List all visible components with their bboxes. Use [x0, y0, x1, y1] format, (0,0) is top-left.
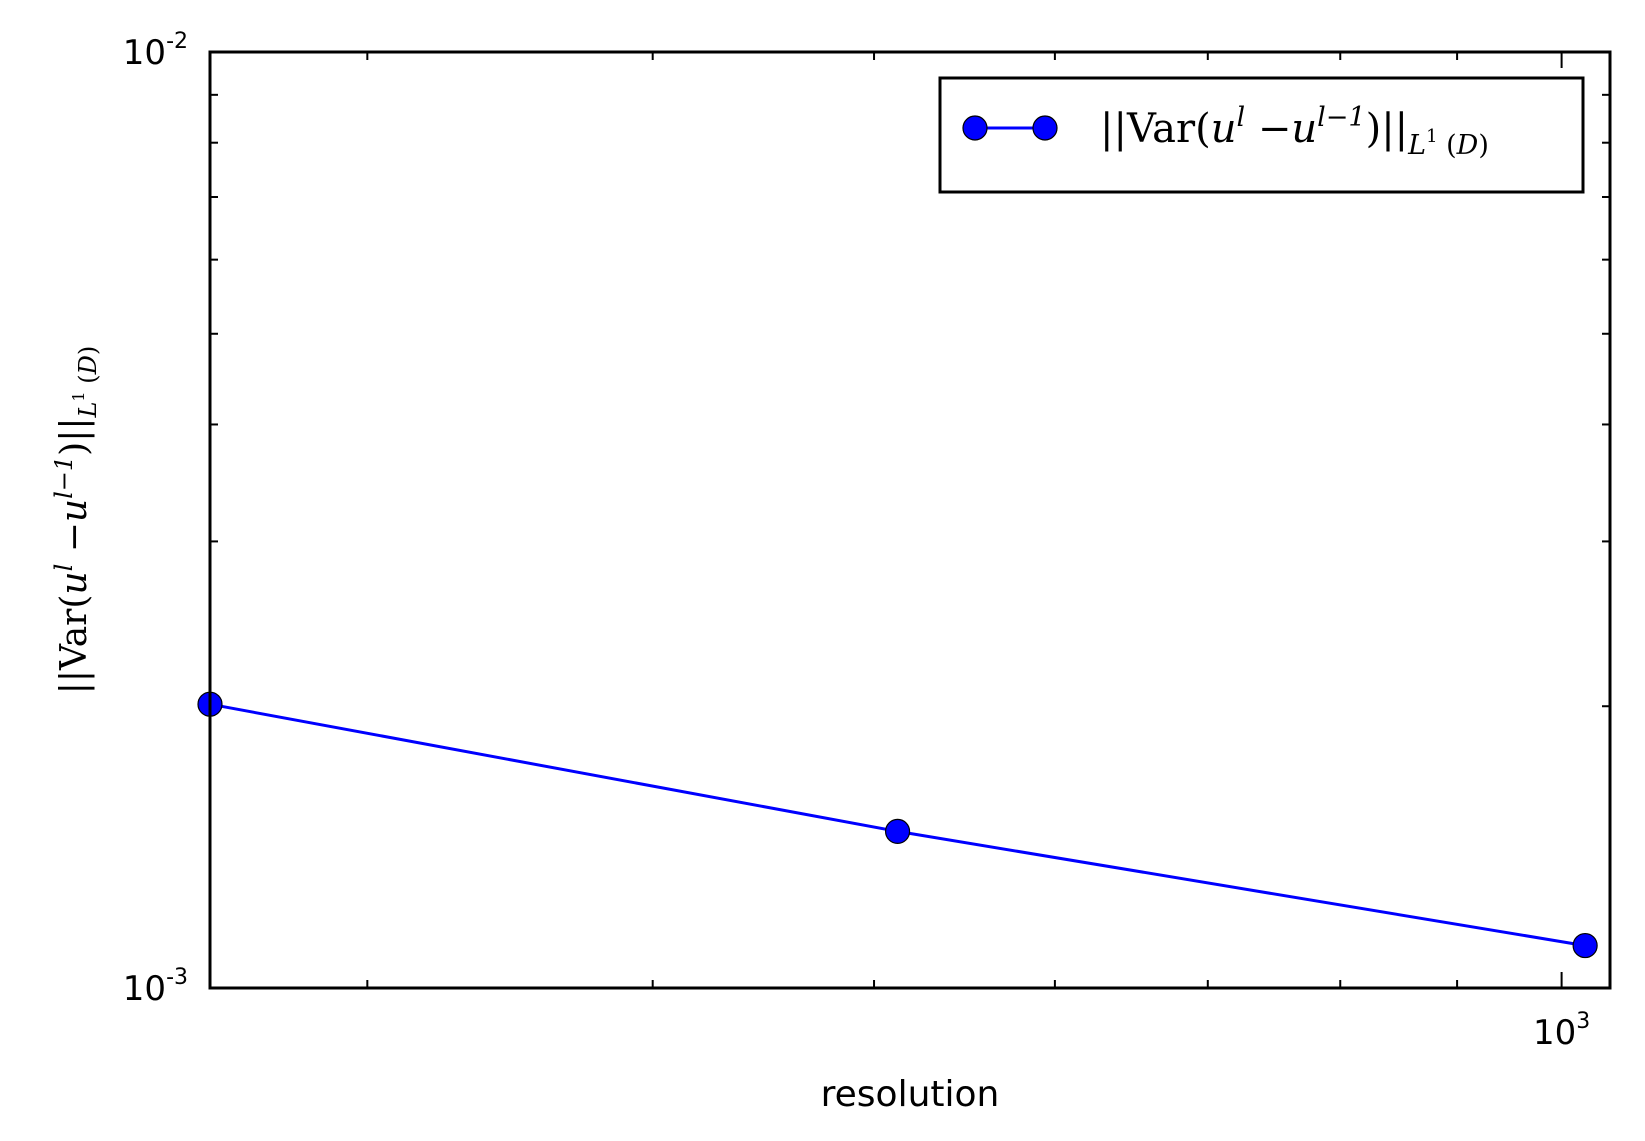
data-point	[1572, 932, 1598, 959]
y-tick-label: 10-2	[123, 29, 188, 73]
axes-frame	[208, 50, 1612, 990]
legend-label: ||Var(ul −ul−1)||L1 (D)	[1100, 102, 1489, 161]
legend-marker	[962, 115, 988, 141]
legend-marker	[1032, 115, 1058, 141]
x-axis-label: resolution	[821, 1074, 1000, 1115]
svg-text:||Var(ul −ul−1)||L1 (D): ||Var(ul −ul−1)||L1 (D)	[50, 346, 102, 694]
y-tick-label: 10-3	[123, 965, 188, 1009]
data-point	[884, 818, 911, 844]
legend: ||Var(ul −ul−1)||L1 (D)	[938, 76, 1585, 194]
y-axis-label: ||Var(ul −ul−1)||L1 (D)	[50, 346, 102, 694]
x-tick-label: 103	[1533, 1009, 1590, 1053]
tick-labels: 10-2 10-3 103	[123, 29, 1590, 1053]
plot-area	[197, 691, 1598, 959]
